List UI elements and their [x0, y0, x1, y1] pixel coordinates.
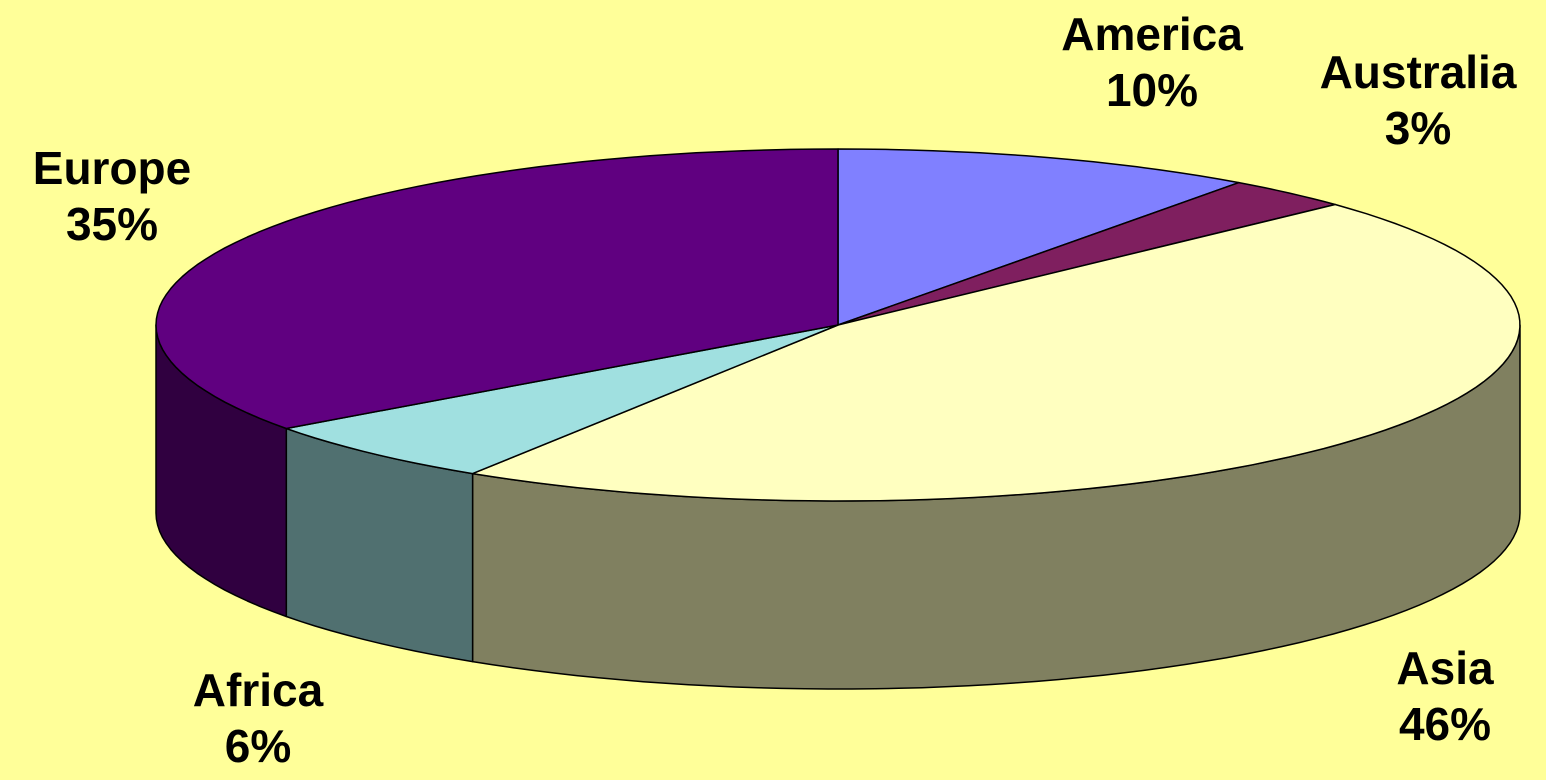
label-europe: Europe 35%: [33, 140, 191, 252]
label-australia: Australia 3%: [1320, 44, 1517, 156]
label-america-name: America: [1061, 8, 1243, 60]
label-america-percent: 10%: [1105, 64, 1199, 116]
pie-sides: [155, 324, 1521, 690]
label-africa-name: Africa: [192, 664, 324, 716]
slice-america: [837, 148, 1240, 326]
label-europe-percent: 35%: [65, 198, 159, 250]
label-asia-percent: 46%: [1398, 698, 1492, 750]
label-asia-name: Asia: [1396, 642, 1494, 694]
slice-australia: [837, 181, 1336, 326]
label-america: America 10%: [1061, 6, 1243, 118]
label-africa: Africa 6%: [193, 662, 323, 774]
label-australia-percent: 3%: [1384, 102, 1452, 154]
label-europe-name: Europe: [32, 142, 192, 194]
slice-africa: [285, 324, 839, 475]
label-asia: Asia 46%: [1396, 640, 1493, 752]
slice-asia: [471, 203, 1521, 502]
label-australia-name: Australia: [1319, 46, 1517, 98]
pie-tops: [155, 148, 1521, 502]
slice-europe: [155, 148, 839, 430]
label-africa-percent: 6%: [224, 720, 292, 772]
